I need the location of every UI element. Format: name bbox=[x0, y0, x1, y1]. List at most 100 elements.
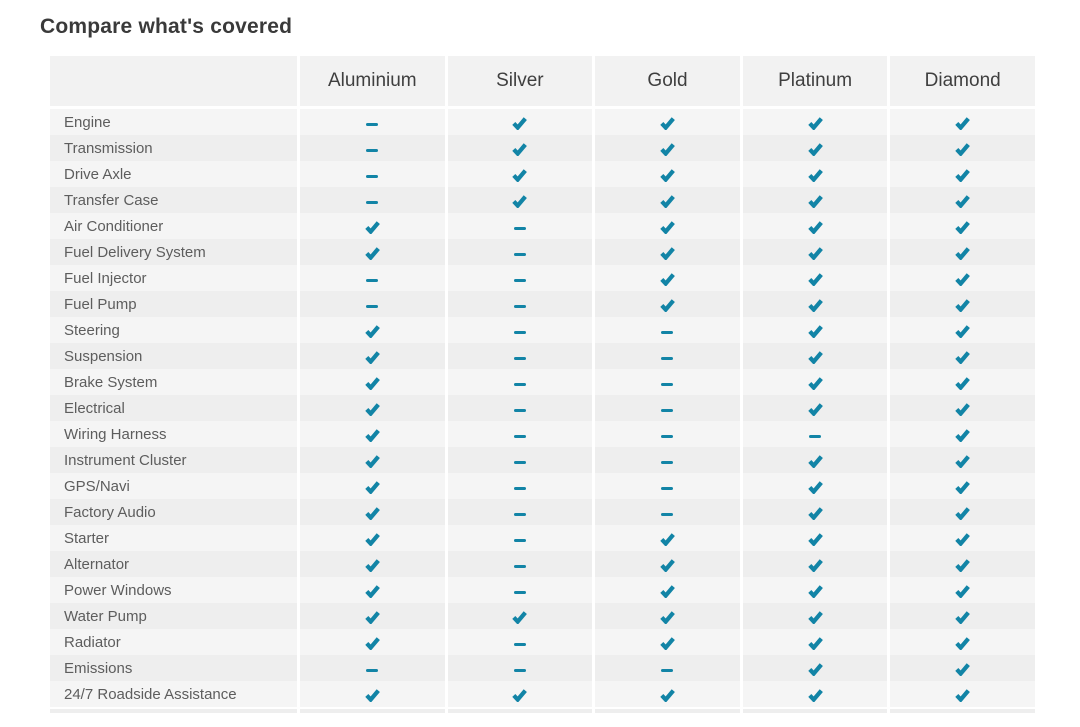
coverage-cell bbox=[890, 525, 1035, 551]
coverage-cell bbox=[447, 317, 593, 343]
check-icon bbox=[365, 376, 380, 390]
coverage-cell bbox=[595, 473, 740, 499]
dash-icon bbox=[661, 486, 674, 490]
coverage-cell bbox=[300, 421, 445, 447]
table-row: Transfer Case bbox=[50, 187, 1035, 213]
check-icon bbox=[955, 194, 971, 208]
coverage-cell bbox=[595, 187, 740, 213]
table-row: Wiring Harness bbox=[50, 421, 1035, 447]
dash-icon bbox=[366, 148, 379, 152]
coverage-cell bbox=[300, 109, 445, 135]
coverage-cell bbox=[890, 135, 1035, 161]
coverage-cell bbox=[447, 655, 593, 681]
coverage-cell bbox=[595, 343, 740, 369]
check-icon bbox=[807, 376, 823, 390]
row-label: 24/7 Roadside Assistance bbox=[50, 681, 297, 707]
column-header-aluminium: Aluminium bbox=[300, 56, 445, 106]
check-icon bbox=[955, 558, 971, 572]
check-icon bbox=[365, 558, 380, 572]
dash-icon bbox=[513, 564, 526, 568]
check-icon bbox=[365, 246, 380, 260]
check-icon bbox=[807, 350, 823, 364]
coverage-cell bbox=[447, 603, 593, 629]
coverage-cell bbox=[742, 161, 888, 187]
check-icon bbox=[807, 532, 823, 546]
check-icon bbox=[512, 168, 528, 182]
coverage-cell bbox=[300, 317, 445, 343]
coverage-cell bbox=[742, 213, 888, 239]
coverage-cell bbox=[447, 265, 593, 291]
coverage-cell bbox=[742, 447, 888, 473]
table-row: Emissions bbox=[50, 655, 1035, 681]
coverage-cell bbox=[742, 317, 888, 343]
coverage-cell bbox=[300, 655, 445, 681]
table-row: Brake System bbox=[50, 369, 1035, 395]
coverage-cell bbox=[447, 447, 593, 473]
row-label: Water Pump bbox=[50, 603, 297, 629]
row-label: Alternator bbox=[50, 551, 297, 577]
coverage-cell bbox=[742, 603, 888, 629]
coverage-cell bbox=[300, 447, 445, 473]
coverage-cell bbox=[890, 655, 1035, 681]
check-icon bbox=[955, 142, 971, 156]
check-icon bbox=[365, 402, 380, 416]
check-icon bbox=[660, 142, 675, 156]
dash-icon bbox=[513, 512, 526, 516]
coverage-cell bbox=[447, 369, 593, 395]
coverage-cell bbox=[890, 239, 1035, 265]
coverage-cell bbox=[300, 187, 445, 213]
coverage-cell bbox=[742, 265, 888, 291]
dash-icon bbox=[661, 330, 674, 334]
check-icon bbox=[955, 298, 971, 312]
row-label: Transmission bbox=[50, 135, 297, 161]
check-icon bbox=[365, 324, 380, 338]
dash-icon bbox=[661, 434, 674, 438]
check-icon bbox=[807, 324, 823, 338]
check-icon bbox=[807, 636, 823, 650]
check-icon bbox=[660, 116, 675, 130]
dash-icon bbox=[513, 408, 526, 412]
check-icon bbox=[807, 298, 823, 312]
check-icon bbox=[955, 454, 971, 468]
coverage-cell bbox=[300, 525, 445, 551]
check-icon bbox=[955, 272, 971, 286]
coverage-cell bbox=[300, 369, 445, 395]
coverage-cell bbox=[890, 187, 1035, 213]
coverage-cell bbox=[890, 291, 1035, 317]
table-row: Engine bbox=[50, 109, 1035, 135]
coverage-cell bbox=[300, 291, 445, 317]
check-icon bbox=[955, 168, 971, 182]
check-icon bbox=[955, 116, 971, 130]
coverage-cell bbox=[300, 213, 445, 239]
check-icon bbox=[807, 480, 823, 494]
check-icon bbox=[512, 142, 528, 156]
check-icon bbox=[512, 194, 528, 208]
check-icon bbox=[660, 220, 675, 234]
table-row: Water Pump bbox=[50, 603, 1035, 629]
row-label: Starter bbox=[50, 525, 297, 551]
dash-icon bbox=[513, 304, 526, 308]
coverage-cell bbox=[742, 109, 888, 135]
row-label: Brake System bbox=[50, 369, 297, 395]
coverage-cell bbox=[447, 109, 593, 135]
check-icon bbox=[365, 532, 380, 546]
coverage-comparison-table: Aluminium Silver Gold Platinum Diamond E… bbox=[50, 56, 1035, 713]
row-label: Wiring Harness bbox=[50, 421, 297, 447]
check-icon bbox=[955, 506, 971, 520]
check-icon bbox=[365, 454, 380, 468]
check-icon bbox=[807, 194, 823, 208]
check-icon bbox=[807, 272, 823, 286]
dash-icon bbox=[513, 538, 526, 542]
coverage-cell bbox=[447, 395, 593, 421]
coverage-cell bbox=[742, 369, 888, 395]
table-row: Fuel Pump bbox=[50, 291, 1035, 317]
coverage-cell bbox=[300, 239, 445, 265]
coverage-cell bbox=[742, 629, 888, 655]
dash-icon bbox=[661, 512, 674, 516]
coverage-cell bbox=[742, 525, 888, 551]
coverage-cell bbox=[447, 239, 593, 265]
coverage-cell bbox=[300, 499, 445, 525]
check-icon bbox=[955, 532, 971, 546]
dash-icon bbox=[513, 434, 526, 438]
coverage-cell bbox=[595, 421, 740, 447]
